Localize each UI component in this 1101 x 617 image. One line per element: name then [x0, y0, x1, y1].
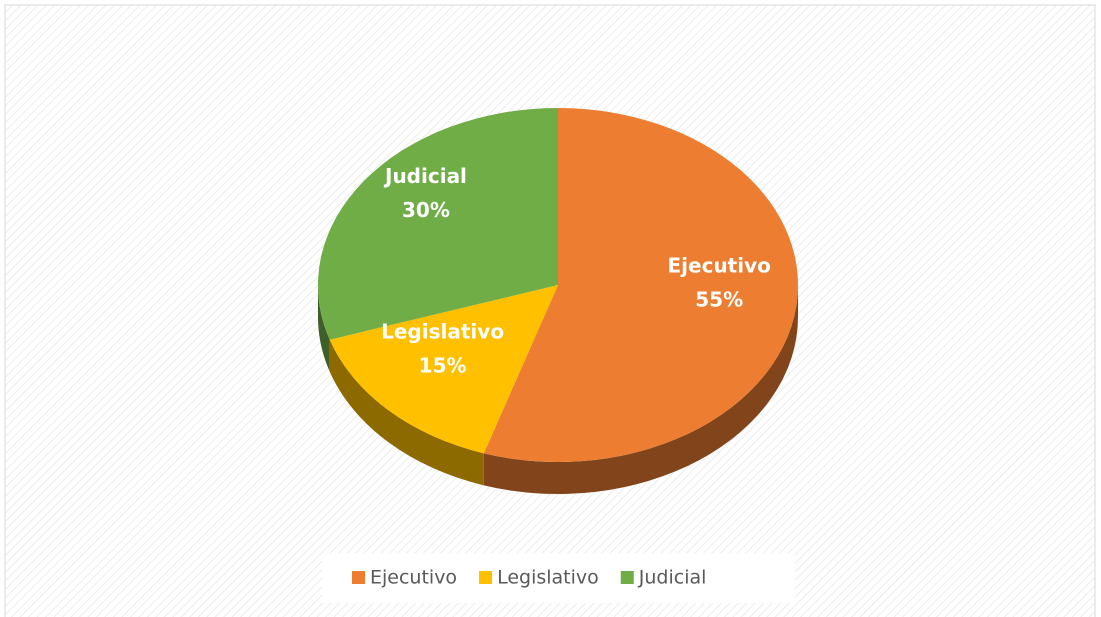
slice-category-label: Legislativo [381, 320, 504, 344]
slice [317, 108, 558, 340]
slice-category-label: Judicial [383, 164, 467, 188]
legend-label: Ejecutivo [370, 567, 457, 589]
legend-swatch [479, 571, 493, 584]
pie: Ejecutivo 55% Legislativo 15% Judicial 30% [317, 108, 799, 495]
slice-side [318, 285, 330, 372]
slice-category-label: Ejecutivo [668, 253, 771, 277]
slice-value-label: 30% [402, 198, 450, 222]
slice-value-label: 15% [419, 354, 467, 378]
legend-box [322, 553, 795, 603]
legend-swatch [620, 571, 634, 584]
legend-label: Judicial [638, 567, 707, 589]
slice [329, 285, 558, 454]
slice-value-label: 55% [695, 287, 743, 311]
slice [483, 108, 798, 462]
slice-side [329, 339, 484, 486]
legend-label: Legislativo [497, 567, 599, 589]
slice-side [483, 285, 799, 495]
legend-swatch [352, 571, 365, 584]
legend: Ejecutivo Legislativo Judicial [352, 567, 706, 589]
